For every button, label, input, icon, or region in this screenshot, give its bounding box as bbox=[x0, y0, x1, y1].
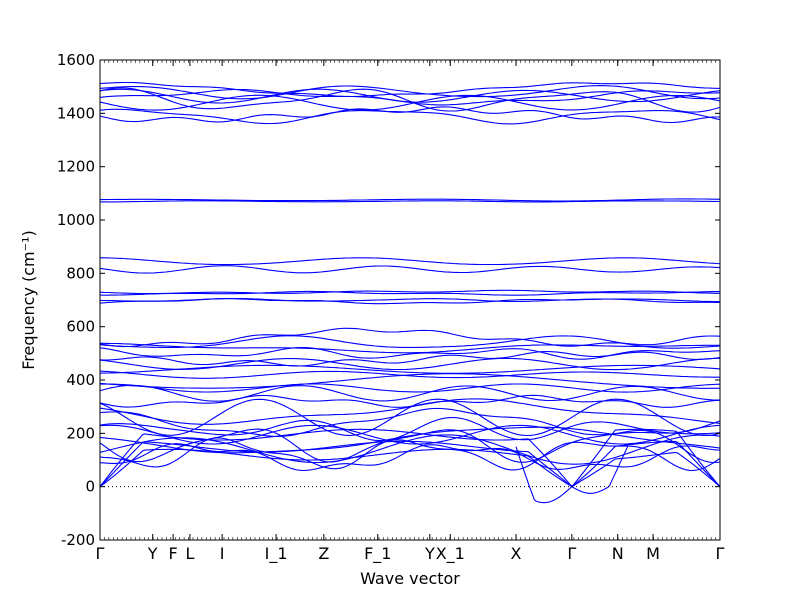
band-line bbox=[100, 200, 721, 203]
band-line bbox=[99, 398, 721, 425]
band-line bbox=[99, 351, 721, 367]
x-tick-label: I_1 bbox=[265, 544, 288, 564]
band-line bbox=[99, 88, 721, 106]
y-tick-label: 1600 bbox=[57, 51, 95, 69]
x-tick-label: Γ bbox=[716, 544, 725, 563]
band-line bbox=[100, 342, 720, 354]
band-line bbox=[99, 265, 721, 274]
x-tick-label: Y bbox=[424, 544, 435, 563]
x-tick-label: N bbox=[612, 544, 624, 563]
y-tick-label: 600 bbox=[66, 318, 95, 336]
band-line bbox=[99, 289, 720, 295]
y-tick-label: 200 bbox=[66, 424, 95, 442]
x-tick-label: L bbox=[185, 544, 194, 563]
band-line bbox=[99, 440, 721, 488]
band-line bbox=[99, 448, 721, 488]
band-line bbox=[99, 357, 720, 371]
x-tick-label: M bbox=[646, 544, 660, 563]
band-line bbox=[100, 198, 721, 202]
y-tick-label: 0 bbox=[85, 478, 95, 496]
band-line bbox=[99, 424, 721, 445]
y-axis-label: Frequency (cm⁻¹) bbox=[19, 230, 38, 369]
band-line bbox=[99, 290, 720, 296]
x-tick-label: X_1 bbox=[436, 544, 465, 564]
band-line bbox=[100, 383, 721, 393]
x-axis-ticks: Γ Y F L I I_1 Z F_1 Y X_1 X Γ N M Γ bbox=[96, 60, 725, 564]
y-tick-label: 1000 bbox=[57, 211, 95, 229]
band-line bbox=[99, 398, 721, 437]
x-tick-label: Z bbox=[318, 544, 329, 563]
band-line bbox=[99, 94, 721, 111]
band-line bbox=[99, 426, 721, 454]
y-tick-label: 400 bbox=[66, 371, 95, 389]
y-tick-label: 1400 bbox=[57, 104, 95, 122]
band-line bbox=[99, 81, 721, 98]
band-line bbox=[99, 364, 721, 374]
band-line bbox=[99, 407, 721, 437]
band-line bbox=[99, 85, 721, 100]
band-line bbox=[99, 106, 720, 124]
band-line bbox=[99, 373, 720, 389]
band-line bbox=[99, 297, 720, 303]
band-line bbox=[515, 446, 629, 504]
band-line bbox=[100, 257, 721, 266]
band-lines bbox=[99, 81, 721, 504]
x-tick-label: Y bbox=[147, 544, 158, 563]
band-line bbox=[99, 384, 720, 402]
x-tick-label: F_1 bbox=[364, 544, 391, 564]
x-tick-label: Γ bbox=[567, 544, 576, 563]
x-tick-label: I bbox=[220, 544, 225, 563]
band-line bbox=[99, 443, 721, 472]
band-line bbox=[99, 346, 721, 360]
band-line bbox=[99, 327, 721, 348]
x-tick-label: F bbox=[169, 544, 178, 563]
band-line bbox=[99, 370, 720, 379]
band-line bbox=[99, 88, 721, 104]
x-tick-label: X bbox=[511, 544, 522, 563]
y-tick-label: 1200 bbox=[57, 158, 95, 176]
band-line bbox=[99, 428, 721, 488]
band-line bbox=[99, 335, 721, 349]
y-tick-label: -200 bbox=[61, 531, 95, 549]
y-axis-ticks: -200 0 200 400 600 800 1000 1200 1400 1600 bbox=[57, 51, 720, 549]
y-tick-label: 800 bbox=[66, 264, 95, 282]
x-tick-label: Γ bbox=[96, 544, 105, 563]
band-line bbox=[99, 434, 721, 465]
x-axis-label: Wave vector bbox=[360, 569, 460, 588]
